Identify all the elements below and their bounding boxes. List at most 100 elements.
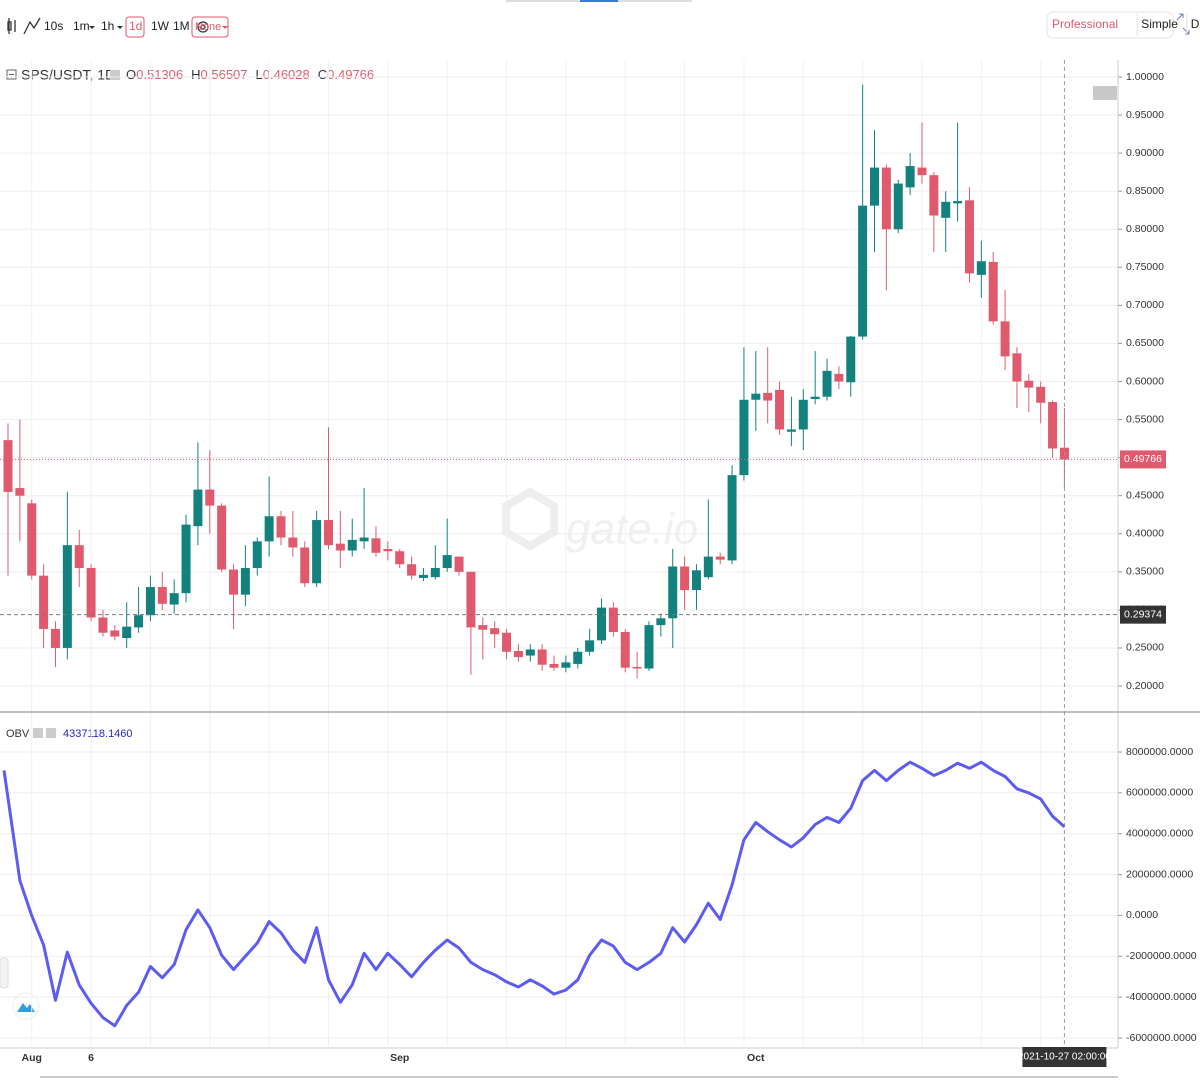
candle-body xyxy=(988,261,998,322)
candle-body xyxy=(786,429,796,432)
candle-body xyxy=(881,167,891,230)
toolbar xyxy=(7,17,209,35)
candle-body xyxy=(39,575,49,629)
watermark-logo xyxy=(502,487,558,551)
interval-active xyxy=(125,16,145,38)
mode-button[interactable]: Depth xyxy=(1191,17,1200,31)
ohlc-key: C xyxy=(318,67,327,82)
pane-buttons[interactable] xyxy=(1093,86,1117,100)
interval-button[interactable]: 1M xyxy=(173,19,190,33)
y-tick-label: 0.85000 xyxy=(1126,185,1164,197)
y-tick-label: 0.70000 xyxy=(1126,299,1164,311)
candle-body xyxy=(193,489,203,527)
y-tick-label: 0.0000 xyxy=(1126,909,1158,921)
candle-body xyxy=(608,607,618,632)
candle-body xyxy=(50,628,60,648)
settings-icon[interactable] xyxy=(197,21,209,33)
candle-body xyxy=(727,475,737,561)
y-tick-label: 0.40000 xyxy=(1126,528,1164,540)
candle-body xyxy=(300,547,310,584)
interval-button[interactable]: 1d xyxy=(129,19,142,33)
crosshair-x-box xyxy=(1022,1047,1107,1067)
fullscreen-icon[interactable] xyxy=(1176,13,1190,35)
y-tick-label: 0.25000 xyxy=(1126,642,1164,654)
candle-body xyxy=(276,516,286,538)
interval-button[interactable]: 1W xyxy=(151,19,170,33)
candle-body xyxy=(122,626,132,639)
y-tick-label: 0.75000 xyxy=(1126,261,1164,273)
ohlc-legend: O0.51306 H0.56507 L0.46028 C0.49766 xyxy=(126,67,374,82)
symbol-settings[interactable] xyxy=(110,70,120,80)
candle-body xyxy=(454,556,464,572)
candle-body xyxy=(573,651,583,664)
candle-body xyxy=(62,545,72,648)
interval-button[interactable]: 10s xyxy=(44,19,63,33)
crosshair-x-label: 2021-10-27 02:00:00 xyxy=(1018,1052,1111,1063)
candle-body xyxy=(691,570,701,591)
ohlc-value: 0.46028 xyxy=(263,67,310,82)
candle-body xyxy=(490,628,500,635)
candle-body xyxy=(27,503,37,576)
candle-body xyxy=(430,568,440,578)
indicator-title: OBV xyxy=(6,728,30,740)
candle-body xyxy=(537,649,547,665)
y-tick-label: 0.55000 xyxy=(1126,413,1164,425)
interval-button[interactable]: 1h xyxy=(101,19,114,33)
candle-body xyxy=(917,167,927,176)
candle-body xyxy=(846,336,856,383)
indicator-icon xyxy=(23,17,41,35)
candle-body xyxy=(751,393,761,400)
side-handle[interactable] xyxy=(0,957,9,989)
y-tick-label: 0.60000 xyxy=(1126,375,1164,387)
ohlc-value: 0.49766 xyxy=(327,67,374,82)
app-logo[interactable] xyxy=(12,992,40,1020)
last-price-box xyxy=(1120,450,1166,469)
candle-body xyxy=(205,489,215,506)
ohlc-key: O xyxy=(126,67,136,82)
dropdown-caret xyxy=(89,26,95,29)
indicator-menu-box xyxy=(191,16,229,38)
mode-button[interactable]: Simple xyxy=(1141,17,1178,31)
candle-body xyxy=(98,617,108,633)
interval-button[interactable]: 1m xyxy=(73,19,90,33)
mode-button[interactable]: Professional xyxy=(1052,17,1118,31)
indicator-value: 4337118.1460 xyxy=(63,728,133,740)
y-tick-label: 0.45000 xyxy=(1126,489,1164,501)
candle-body xyxy=(418,574,428,578)
candle-body xyxy=(86,568,96,618)
candle-body xyxy=(775,389,785,430)
candle-body xyxy=(1012,353,1022,382)
candle-body xyxy=(929,175,939,216)
candle-body xyxy=(798,399,808,430)
indicator-close[interactable] xyxy=(46,728,56,738)
dropdown-caret xyxy=(222,26,228,29)
y-tick-label: 2000000.0000 xyxy=(1126,868,1193,880)
candle-body xyxy=(229,569,239,595)
candle-body xyxy=(383,548,393,552)
collapse-icon[interactable] xyxy=(6,69,17,80)
candle-body xyxy=(870,167,880,206)
mode-switch xyxy=(1046,11,1174,39)
y-tick-label: -4000000.0000 xyxy=(1126,991,1197,1003)
candle-body xyxy=(905,166,915,188)
indicator-settings[interactable] xyxy=(33,728,43,738)
y-tick-label: -2000000.0000 xyxy=(1126,950,1197,962)
candle-body xyxy=(549,663,559,668)
x-tick-label: Aug xyxy=(22,1052,42,1064)
symbol-title: SPS/USDT, 1D xyxy=(21,67,115,83)
candle-body xyxy=(585,640,595,652)
ohlc-value: 0.51306 xyxy=(136,67,183,82)
candle-body xyxy=(407,564,417,576)
candle-body xyxy=(323,520,333,546)
y-tick-label: 0.35000 xyxy=(1126,566,1164,578)
y-tick-label: 0.95000 xyxy=(1126,109,1164,121)
candle-body xyxy=(834,373,844,382)
y-tick-label: -6000000.0000 xyxy=(1126,1032,1197,1044)
indicator-menu[interactable]: None xyxy=(195,21,221,33)
candle-body xyxy=(525,649,535,656)
candle-body xyxy=(953,201,963,204)
candle-body xyxy=(964,200,974,274)
top-tab-active xyxy=(580,0,618,2)
